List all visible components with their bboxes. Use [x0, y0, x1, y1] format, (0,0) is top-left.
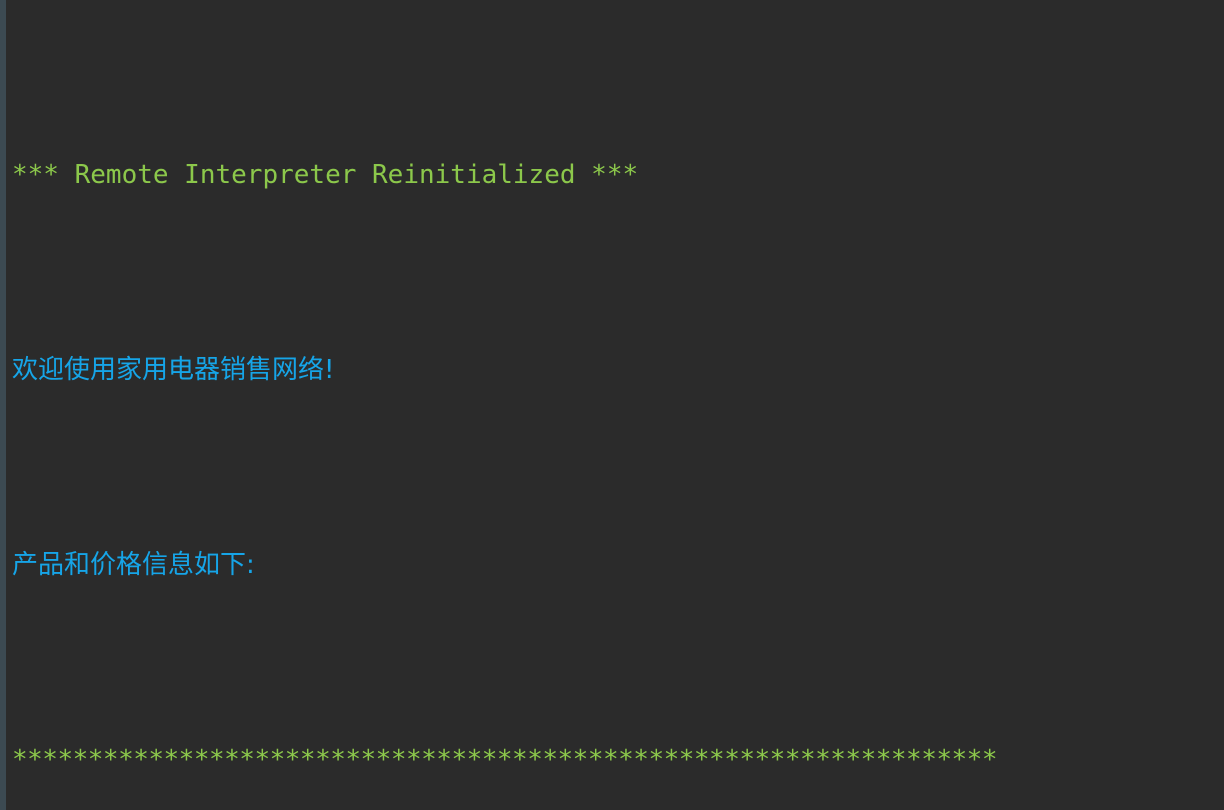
editor-gutter-bar [0, 0, 6, 810]
info-message: 产品和价格信息如下: [12, 550, 255, 580]
welcome-message: 欢迎使用家用电器销售网络! [12, 355, 335, 385]
interpreter-banner: *** Remote Interpreter Reinitialized *** [12, 160, 639, 190]
star-separator-line: ****************************************… [12, 745, 997, 775]
console-output-stream[interactable]: *** Remote Interpreter Reinitialized ***… [12, 0, 1224, 810]
